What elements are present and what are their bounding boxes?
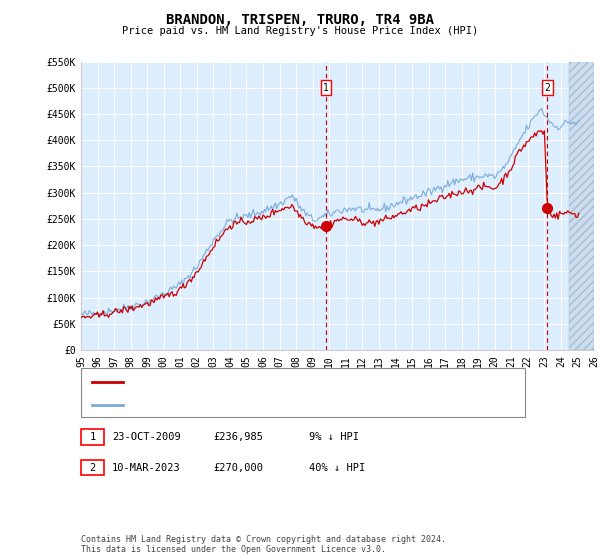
Text: 1: 1 <box>323 83 329 93</box>
Text: 2: 2 <box>545 83 550 93</box>
Text: Price paid vs. HM Land Registry's House Price Index (HPI): Price paid vs. HM Land Registry's House … <box>122 26 478 36</box>
Text: BRANDON, TRISPEN, TRURO, TR4 9BA: BRANDON, TRISPEN, TRURO, TR4 9BA <box>166 13 434 27</box>
Text: 1: 1 <box>89 432 95 442</box>
Text: BRANDON, TRISPEN, TRURO, TR4 9BA (detached house): BRANDON, TRISPEN, TRURO, TR4 9BA (detach… <box>128 377 416 388</box>
Text: 40% ↓ HPI: 40% ↓ HPI <box>309 463 365 473</box>
Text: 23-OCT-2009: 23-OCT-2009 <box>112 432 181 442</box>
Text: HPI: Average price, detached house, Cornwall: HPI: Average price, detached house, Corn… <box>128 400 386 410</box>
Text: £236,985: £236,985 <box>213 432 263 442</box>
Text: £270,000: £270,000 <box>213 463 263 473</box>
Bar <box>569 62 594 350</box>
Text: 10-MAR-2023: 10-MAR-2023 <box>112 463 181 473</box>
Text: 2: 2 <box>89 463 95 473</box>
Text: 9% ↓ HPI: 9% ↓ HPI <box>309 432 359 442</box>
Text: Contains HM Land Registry data © Crown copyright and database right 2024.
This d: Contains HM Land Registry data © Crown c… <box>81 535 446 554</box>
